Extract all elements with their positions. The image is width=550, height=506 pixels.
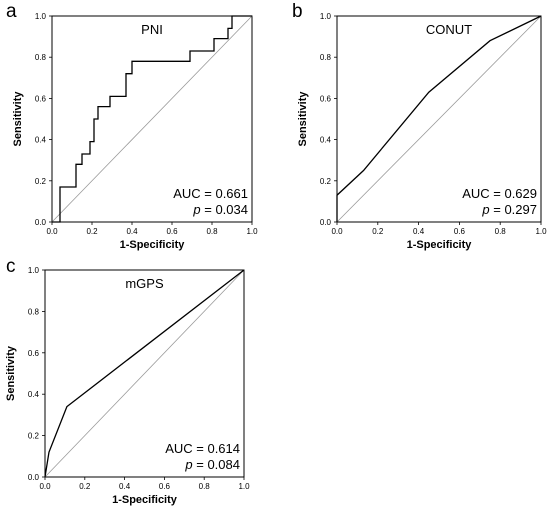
plot-frame-a xyxy=(51,15,253,223)
chart-title-b: CONUT xyxy=(426,22,472,37)
p-value-b: = 0.297 xyxy=(490,202,537,217)
y-tick-label-c: 0.8 xyxy=(28,307,40,316)
auc-annotation-a: AUC = 0.661 xyxy=(173,186,248,201)
y-tick-label-c: 1.0 xyxy=(28,266,40,275)
chart-title-c: mGPS xyxy=(125,276,164,291)
roc-panel-b: 0.0 0.2 0.4 0.6 0.8 1.0 0.0 0.2 0.4 0.6 0.8 1.0 1-Sp… xyxy=(297,12,547,251)
y-tick-label-b: 0.8 xyxy=(320,53,332,62)
p-symbol-a: p xyxy=(192,202,200,217)
y-tick-label-a: 0.0 xyxy=(35,218,47,227)
x-tick-label-c: 0.0 xyxy=(39,482,51,491)
roc-curve-c xyxy=(44,269,245,478)
plot-frame-c xyxy=(44,269,245,478)
x-tick-label-a: 0.0 xyxy=(46,227,58,236)
x-axis-label-b: 1-Specificity xyxy=(407,239,473,251)
roc-curve-b xyxy=(336,15,542,222)
x-tick-label-b: 1.0 xyxy=(535,227,547,236)
y-tick-label-b: 1.0 xyxy=(320,12,332,21)
y-tick-label-b: 0.6 xyxy=(320,94,332,103)
p-value-c: = 0.084 xyxy=(193,457,240,472)
y-tick-label-a: 0.2 xyxy=(35,177,47,186)
y-tick-label-a: 0.4 xyxy=(35,136,47,145)
p-symbol-c: p xyxy=(184,457,192,472)
roc-panel-c: 0.0 0.2 0.4 0.6 0.8 1.0 0.0 0.2 0.4 0.6 0.8 1.0 1-Sp… xyxy=(5,266,250,506)
chart-title-a: PNI xyxy=(141,22,163,37)
x-tick-label-c: 0.2 xyxy=(79,482,91,491)
y-tick-label-c: 0.0 xyxy=(28,473,40,482)
panel-letter-c: c xyxy=(6,256,16,277)
x-tick-label-c: 0.4 xyxy=(119,482,131,491)
roc-curve-a xyxy=(52,15,252,223)
y-axis-label-a: Sensitivity xyxy=(12,91,24,147)
y-tick-label-b: 0.2 xyxy=(320,177,332,186)
x-tick-label-b: 0.4 xyxy=(413,227,425,236)
p-symbol-b: p xyxy=(481,202,489,217)
x-tick-label-b: 0.0 xyxy=(331,227,343,236)
reference-diagonal-b xyxy=(336,15,542,223)
y-tick-label-a: 0.8 xyxy=(35,53,47,62)
y-tick-label-b: 0.0 xyxy=(320,218,332,227)
y-tick-label-c: 0.6 xyxy=(28,349,40,358)
x-tick-label-c: 0.8 xyxy=(199,482,211,491)
y-axis-label-b: Sensitivity xyxy=(297,91,309,147)
reference-diagonal-c xyxy=(44,269,245,478)
auc-annotation-b: AUC = 0.629 xyxy=(462,186,537,201)
x-tick-label-a: 0.4 xyxy=(126,227,138,236)
y-tick-label-c: 0.4 xyxy=(28,390,40,399)
x-tick-label-b: 0.8 xyxy=(495,227,507,236)
auc-annotation-c: AUC = 0.614 xyxy=(165,441,240,456)
panel-letter-a: a xyxy=(6,1,17,22)
x-tick-label-a: 1.0 xyxy=(246,227,258,236)
x-tick-label-a: 0.6 xyxy=(166,227,178,236)
y-tick-label-a: 1.0 xyxy=(35,12,47,21)
p-value-annotation-b: p = 0.297 xyxy=(481,202,537,217)
p-value-annotation-a: p = 0.034 xyxy=(192,202,248,217)
x-axis-label-c: 1-Specificity xyxy=(112,494,178,506)
x-tick-label-a: 0.2 xyxy=(86,227,98,236)
x-tick-label-c: 1.0 xyxy=(238,482,250,491)
plot-frame-b xyxy=(336,15,542,223)
y-axis-label-c: Sensitivity xyxy=(5,345,17,401)
x-tick-label-a: 0.8 xyxy=(206,227,218,236)
x-tick-label-b: 0.2 xyxy=(372,227,384,236)
panel-letter-b: b xyxy=(292,1,303,22)
y-tick-label-c: 0.2 xyxy=(28,432,40,441)
x-tick-label-b: 0.6 xyxy=(454,227,466,236)
reference-diagonal-a xyxy=(51,15,253,223)
roc-panel-a: 0.0 0.2 0.4 0.6 0.8 1.0 0.0 0.2 0.4 0.6 0.8 1.0 1-Sp… xyxy=(12,12,258,251)
x-tick-label-c: 0.6 xyxy=(159,482,171,491)
p-value-a: = 0.034 xyxy=(201,202,248,217)
y-tick-label-a: 0.6 xyxy=(35,94,47,103)
x-axis-label-a: 1-Specificity xyxy=(120,239,186,251)
p-value-annotation-c: p = 0.084 xyxy=(184,457,240,472)
y-tick-label-b: 0.4 xyxy=(320,136,332,145)
